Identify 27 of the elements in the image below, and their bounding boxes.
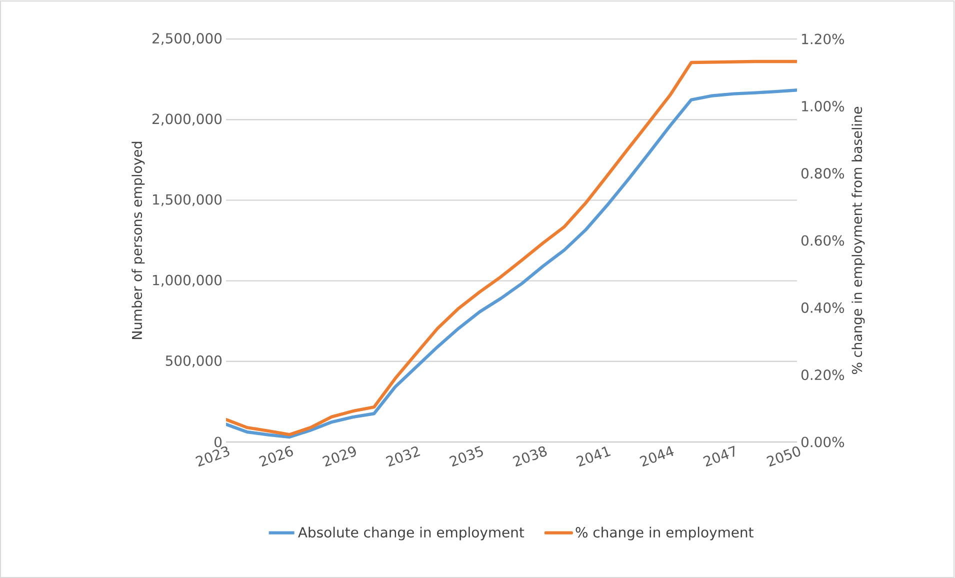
x-tick-label: 2047 xyxy=(703,446,734,467)
y-tick-label: 2,000,000 xyxy=(152,114,222,126)
y2-tick-label: 0.00% xyxy=(801,436,844,448)
y2-tick-label: 0.80% xyxy=(801,168,844,179)
y2-tick-label: 0.20% xyxy=(801,370,844,380)
y-tick-label: 1,000,000 xyxy=(153,274,222,287)
x-tick-label: 2050 xyxy=(766,446,800,467)
y-tick-label: 0 xyxy=(214,436,222,448)
x-tick-label: 2032 xyxy=(386,446,420,467)
y-tick-label: 500,000 xyxy=(166,355,222,368)
y2-tick-label: 0.40% xyxy=(801,302,844,313)
x-tick-label: 2038 xyxy=(512,446,547,467)
x-tick-label: 2026 xyxy=(258,446,293,467)
y-axis-title: Number of persons employed xyxy=(132,142,145,339)
legend-label: % change in employment xyxy=(576,526,754,540)
y-tick-label: 2,500,000 xyxy=(152,33,222,45)
x-tick-label: 2029 xyxy=(322,446,356,467)
x-tick-label: 2023 xyxy=(196,446,230,467)
y2-axis-title: % change in employment from baseline xyxy=(852,106,865,374)
x-tick-label: 2035 xyxy=(449,446,483,467)
x-tick-label: 2044 xyxy=(640,446,674,467)
y2-tick-label: 1.20% xyxy=(802,34,844,44)
x-tick-label: 2041 xyxy=(576,446,611,467)
y-tick-label: 1,500,000 xyxy=(153,194,222,206)
y2-tick-label: 1.00% xyxy=(802,100,844,112)
legend-label: Absolute change in employment xyxy=(298,526,524,540)
y2-tick-label: 0.60% xyxy=(801,235,844,246)
